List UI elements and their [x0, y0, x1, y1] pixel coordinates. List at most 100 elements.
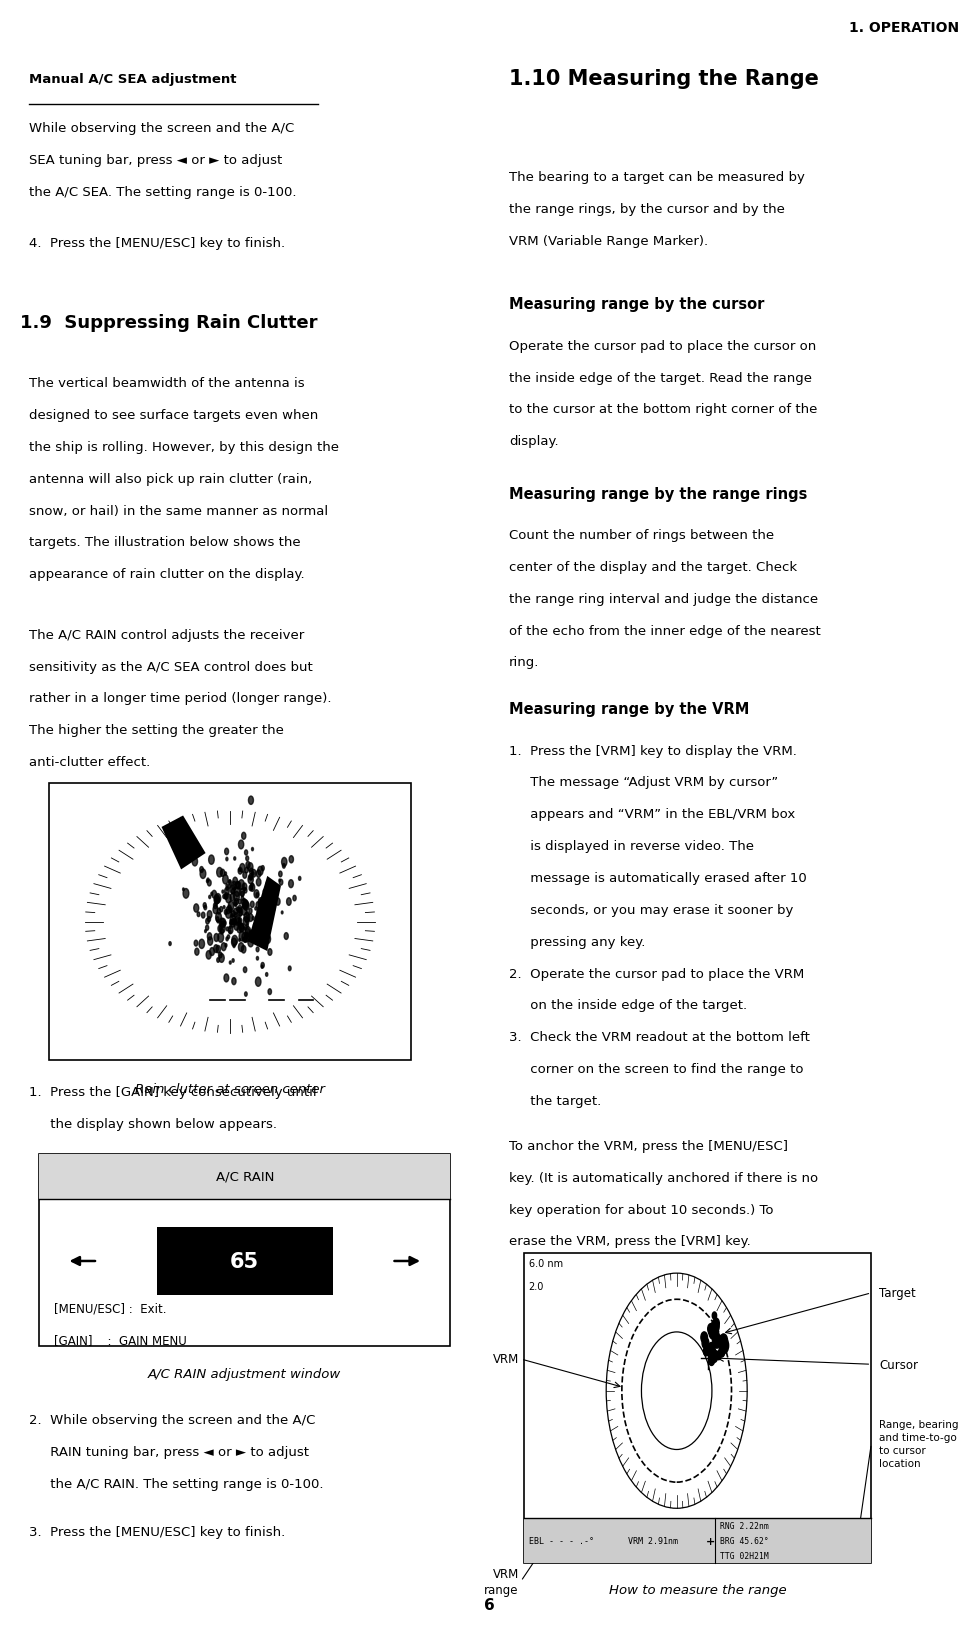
Circle shape [222, 891, 224, 894]
Circle shape [244, 912, 249, 922]
Circle shape [708, 1328, 713, 1335]
Circle shape [232, 911, 235, 917]
Text: The message “Adjust VRM by cursor”: The message “Adjust VRM by cursor” [509, 777, 778, 788]
Circle shape [207, 917, 210, 922]
Circle shape [273, 889, 275, 893]
Circle shape [231, 914, 233, 917]
Circle shape [261, 867, 264, 871]
Text: the A/C RAIN. The setting range is 0-100.: the A/C RAIN. The setting range is 0-100… [29, 1477, 324, 1490]
Text: [MENU/ESC] :  Exit.: [MENU/ESC] : Exit. [54, 1302, 166, 1314]
Circle shape [200, 870, 205, 880]
Text: on the inside edge of the target.: on the inside edge of the target. [509, 999, 746, 1012]
Circle shape [216, 868, 222, 878]
Circle shape [241, 906, 246, 916]
Circle shape [205, 919, 209, 924]
Circle shape [236, 907, 239, 911]
Circle shape [222, 875, 228, 885]
Circle shape [215, 894, 221, 904]
Text: Range, bearing
and time-to-go
to cursor
location: Range, bearing and time-to-go to cursor … [878, 1418, 957, 1469]
Circle shape [234, 888, 240, 898]
Circle shape [231, 881, 237, 891]
Circle shape [256, 917, 261, 925]
Text: center of the display and the target. Check: center of the display and the target. Ch… [509, 561, 796, 573]
Circle shape [254, 907, 256, 911]
Circle shape [218, 925, 222, 932]
Circle shape [220, 929, 223, 935]
Circle shape [207, 937, 212, 945]
Text: Count the number of rings between the: Count the number of rings between the [509, 529, 774, 542]
Text: Target: Target [878, 1286, 915, 1299]
Circle shape [244, 938, 246, 943]
Circle shape [714, 1337, 719, 1345]
Text: Operate the cursor pad to place the cursor on: Operate the cursor pad to place the curs… [509, 339, 816, 353]
Circle shape [236, 917, 241, 927]
Circle shape [256, 878, 261, 886]
Circle shape [214, 934, 218, 942]
Circle shape [245, 917, 248, 924]
Circle shape [240, 863, 244, 873]
Text: is displayed in reverse video. The: is displayed in reverse video. The [509, 839, 753, 852]
Circle shape [279, 871, 282, 878]
Circle shape [244, 902, 247, 909]
Circle shape [238, 868, 242, 875]
Circle shape [233, 909, 238, 916]
Circle shape [234, 891, 240, 901]
Text: 1. OPERATION: 1. OPERATION [849, 21, 958, 36]
Circle shape [232, 938, 237, 947]
Text: The A/C RAIN control adjusts the receiver: The A/C RAIN control adjusts the receive… [29, 628, 304, 641]
Circle shape [217, 899, 219, 902]
Circle shape [217, 934, 223, 943]
Text: the ship is rolling. However, by this design the: the ship is rolling. However, by this de… [29, 441, 339, 454]
Circle shape [228, 885, 230, 889]
Circle shape [239, 912, 242, 917]
Circle shape [255, 916, 258, 920]
Text: 2.  Operate the cursor pad to place the VRM: 2. Operate the cursor pad to place the V… [509, 966, 804, 979]
Text: 2.  While observing the screen and the A/C: 2. While observing the screen and the A/… [29, 1413, 316, 1426]
Circle shape [199, 940, 204, 948]
Circle shape [229, 930, 231, 934]
Circle shape [216, 917, 219, 922]
Circle shape [230, 894, 234, 901]
Circle shape [224, 888, 229, 896]
Circle shape [255, 893, 258, 898]
Circle shape [244, 904, 246, 907]
Text: the A/C SEA. The setting range is 0-100.: the A/C SEA. The setting range is 0-100. [29, 186, 296, 199]
Circle shape [224, 974, 229, 982]
Circle shape [218, 953, 222, 958]
Circle shape [211, 891, 216, 899]
Circle shape [263, 889, 265, 894]
Circle shape [213, 945, 218, 953]
Circle shape [244, 934, 249, 942]
Circle shape [708, 1346, 715, 1356]
Circle shape [227, 935, 230, 938]
Circle shape [219, 924, 225, 934]
Circle shape [221, 922, 223, 925]
Circle shape [708, 1356, 714, 1366]
Circle shape [194, 904, 199, 912]
Text: The vertical beamwidth of the antenna is: The vertical beamwidth of the antenna is [29, 377, 305, 390]
Circle shape [192, 857, 198, 867]
Circle shape [258, 898, 262, 906]
Circle shape [272, 907, 275, 912]
Circle shape [243, 901, 247, 907]
Circle shape [261, 966, 263, 969]
Circle shape [210, 893, 212, 896]
Circle shape [266, 911, 269, 916]
Text: 1.10 Measuring the Range: 1.10 Measuring the Range [509, 69, 819, 88]
Circle shape [239, 868, 241, 871]
Circle shape [239, 932, 244, 942]
Circle shape [229, 961, 231, 965]
Circle shape [244, 888, 245, 891]
Text: seconds, or you may erase it sooner by: seconds, or you may erase it sooner by [509, 904, 792, 916]
Circle shape [242, 947, 245, 953]
Circle shape [714, 1340, 719, 1348]
Circle shape [245, 862, 249, 868]
Text: Measuring range by the VRM: Measuring range by the VRM [509, 702, 749, 716]
Circle shape [256, 907, 261, 914]
Circle shape [248, 914, 252, 922]
Text: Manual A/C SEA adjustment: Manual A/C SEA adjustment [29, 73, 237, 86]
Circle shape [216, 947, 220, 953]
Circle shape [228, 927, 233, 934]
Circle shape [247, 863, 252, 871]
Circle shape [226, 927, 228, 932]
